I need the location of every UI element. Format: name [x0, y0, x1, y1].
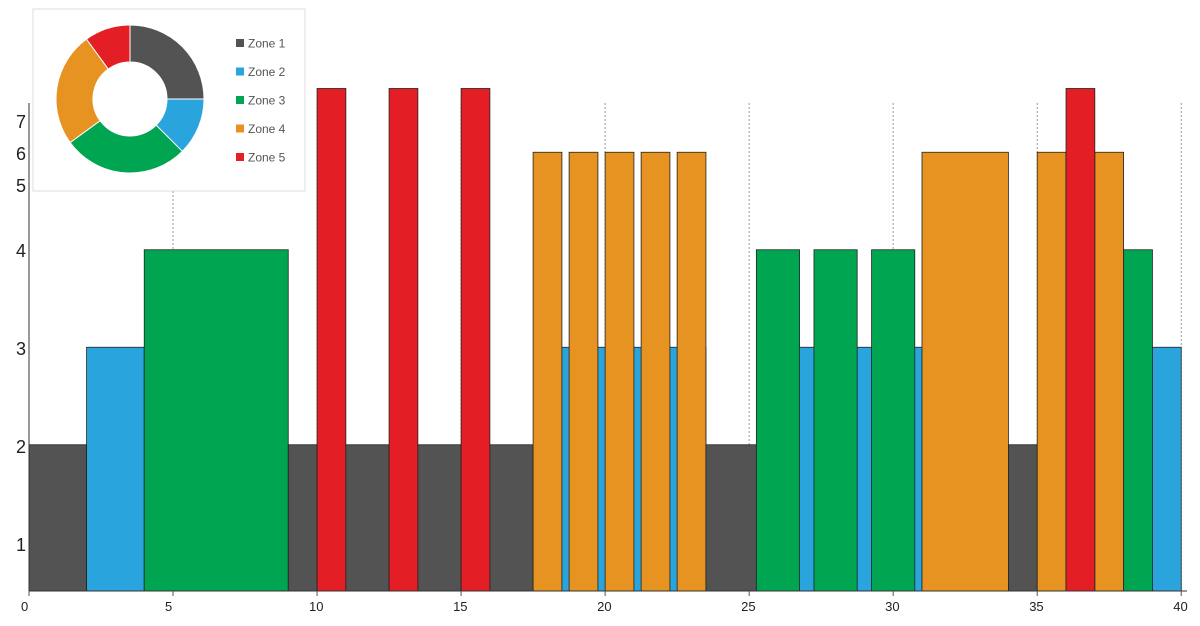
x-tick-label: 0: [21, 599, 28, 614]
zone-bar: [604, 151, 635, 592]
zone-bar: [316, 88, 347, 592]
legend-swatch: [236, 96, 244, 104]
x-tick-label: 10: [309, 599, 323, 614]
zone-bar: [460, 88, 491, 592]
x-tick-label: 20: [597, 599, 611, 614]
zone-bar: [705, 444, 757, 592]
zone-bar: [28, 444, 88, 592]
zone-bar: [1152, 346, 1182, 592]
zone-bar: [1094, 151, 1125, 592]
y-tick-label: 4: [16, 241, 26, 261]
zone-bar: [640, 151, 671, 592]
donut-slice: [55, 38, 109, 144]
x-tick-label: 40: [1173, 599, 1187, 614]
zone-bar: [1008, 444, 1038, 592]
legend-swatch: [236, 67, 244, 76]
zone-bar: [568, 151, 599, 592]
x-tick-label: 15: [453, 599, 467, 614]
zone-bar: [345, 444, 390, 592]
y-tick-label: 2: [16, 437, 26, 457]
x-tick-label: 30: [885, 599, 899, 614]
legend-label: Zone 5: [248, 151, 286, 165]
zone-bar: [676, 151, 707, 592]
axes: 0 5 10 15 20 25 30 35 40 1 2 3 4 5 6 7: [16, 103, 1188, 614]
zone-bar: [1036, 151, 1067, 592]
y-tick-label: 5: [16, 176, 26, 196]
x-tick-label: 5: [165, 599, 172, 614]
x-tick-label: 35: [1029, 599, 1043, 614]
donut-inset: Zone 1 Zone 2 Zone 3 Zone 4 Zone 5: [32, 8, 306, 192]
zone-bar: [755, 249, 800, 592]
zone-bars: [28, 88, 1182, 592]
x-tick-label: 25: [741, 599, 755, 614]
zone-bar: [532, 151, 563, 592]
donut-slices: [55, 24, 205, 174]
legend-swatch: [236, 39, 244, 47]
zone-bar: [871, 249, 916, 592]
zone-bar: [86, 346, 145, 592]
zone-bar: [287, 444, 318, 592]
y-tick-label: 6: [16, 144, 26, 164]
zone-bar: [1123, 249, 1153, 592]
legend-swatch: [236, 124, 244, 133]
legend-label: Zone 1: [248, 37, 286, 51]
donut-slice: [85, 24, 131, 70]
zone-bar: [1065, 88, 1096, 592]
zone-bar: [921, 151, 1009, 592]
legend-swatch: [236, 153, 244, 161]
zone-bar: [813, 249, 858, 592]
donut-slice: [129, 24, 205, 100]
donut-legend: Zone 1 Zone 2 Zone 3 Zone 4 Zone 5: [236, 37, 286, 165]
zone-bar: [388, 88, 419, 592]
zone-bar: [143, 249, 289, 592]
y-tick-label: 7: [16, 112, 26, 132]
y-tick-label: 3: [16, 339, 26, 359]
legend-label: Zone 2: [248, 65, 286, 79]
donut-slice: [69, 120, 184, 174]
zone-bar: [489, 444, 534, 592]
legend-label: Zone 3: [248, 94, 286, 108]
zone-bar: [417, 444, 462, 592]
legend-label: Zone 4: [248, 122, 286, 136]
y-tick-label: 1: [16, 535, 26, 555]
